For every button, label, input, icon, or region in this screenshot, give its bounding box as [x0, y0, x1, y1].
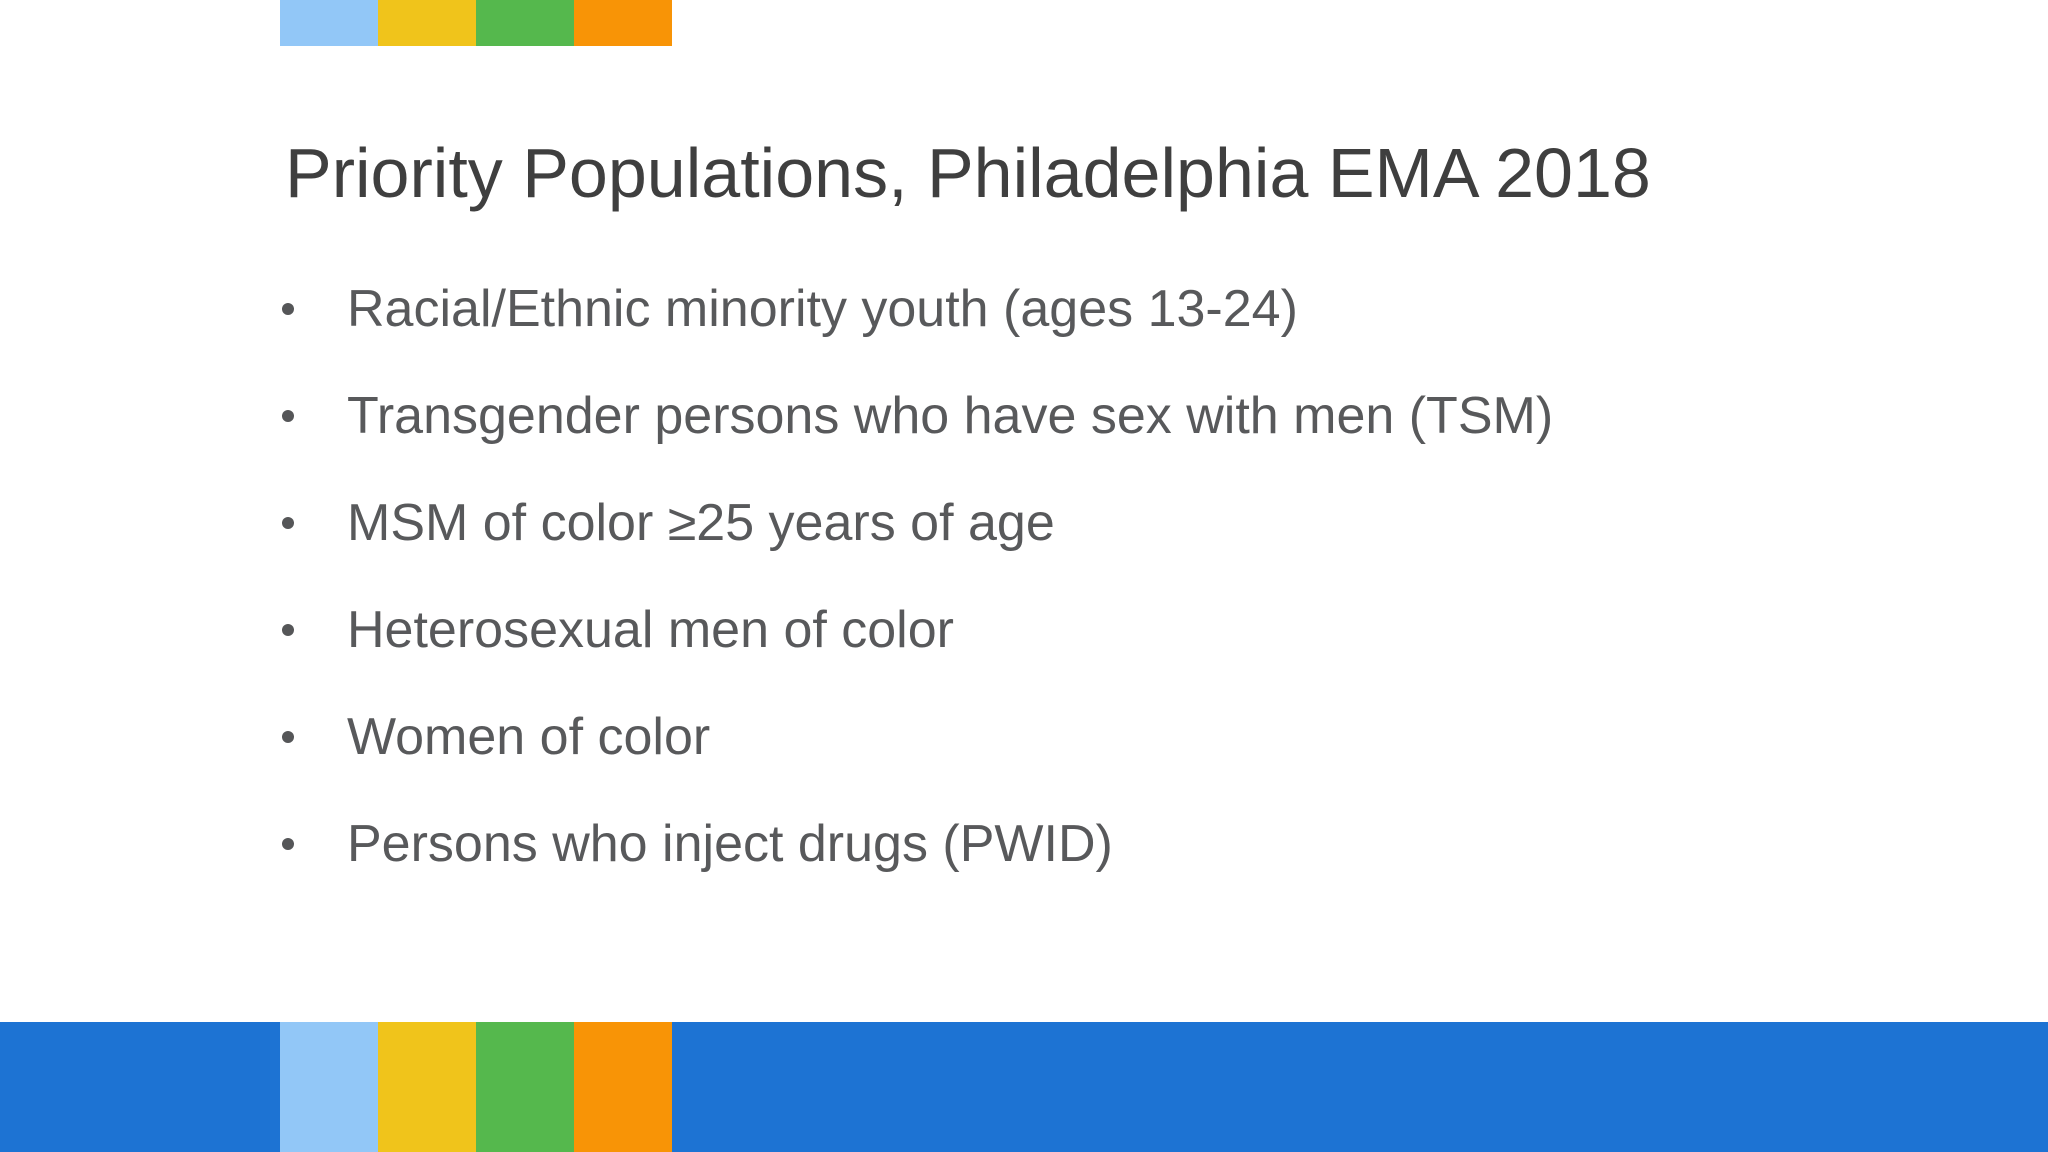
list-item: MSM of color ≥25 years of age — [282, 469, 1553, 576]
bullet-text: Women of color — [347, 707, 711, 766]
top-accent-strip — [280, 0, 672, 46]
accent-block-orange — [574, 1022, 672, 1152]
bullet-dot-icon — [282, 302, 294, 315]
accent-block-yellow — [378, 1022, 476, 1152]
bullet-dot-icon — [282, 730, 294, 743]
bullet-dot-icon — [282, 623, 294, 636]
list-item: Transgender persons who have sex with me… — [282, 362, 1553, 469]
accent-block-green — [476, 1022, 574, 1152]
bullet-text: Transgender persons who have sex with me… — [347, 386, 1554, 445]
list-item: Racial/Ethnic minority youth (ages 13-24… — [282, 255, 1553, 362]
bullet-text: Racial/Ethnic minority youth (ages 13-24… — [347, 279, 1298, 338]
bullet-text: Persons who inject drugs (PWID) — [347, 814, 1113, 873]
bullet-dot-icon — [282, 409, 294, 422]
footer-bar — [0, 1022, 2048, 1152]
list-item: Women of color — [282, 683, 1553, 790]
bullet-dot-icon — [282, 837, 294, 850]
bottom-accent-strip — [280, 1022, 672, 1152]
accent-block-green — [476, 0, 574, 46]
bullet-dot-icon — [282, 516, 294, 529]
bullet-text: Heterosexual men of color — [347, 600, 954, 659]
accent-block-light-blue — [280, 1022, 378, 1152]
accent-block-orange — [574, 0, 672, 46]
accent-block-light-blue — [280, 0, 378, 46]
accent-block-yellow — [378, 0, 476, 46]
bullet-text: MSM of color ≥25 years of age — [347, 493, 1055, 552]
list-item: Heterosexual men of color — [282, 576, 1553, 683]
list-item: Persons who inject drugs (PWID) — [282, 790, 1553, 897]
slide-title: Priority Populations, Philadelphia EMA 2… — [285, 134, 1651, 212]
bullet-list: Racial/Ethnic minority youth (ages 13-24… — [282, 255, 1553, 897]
